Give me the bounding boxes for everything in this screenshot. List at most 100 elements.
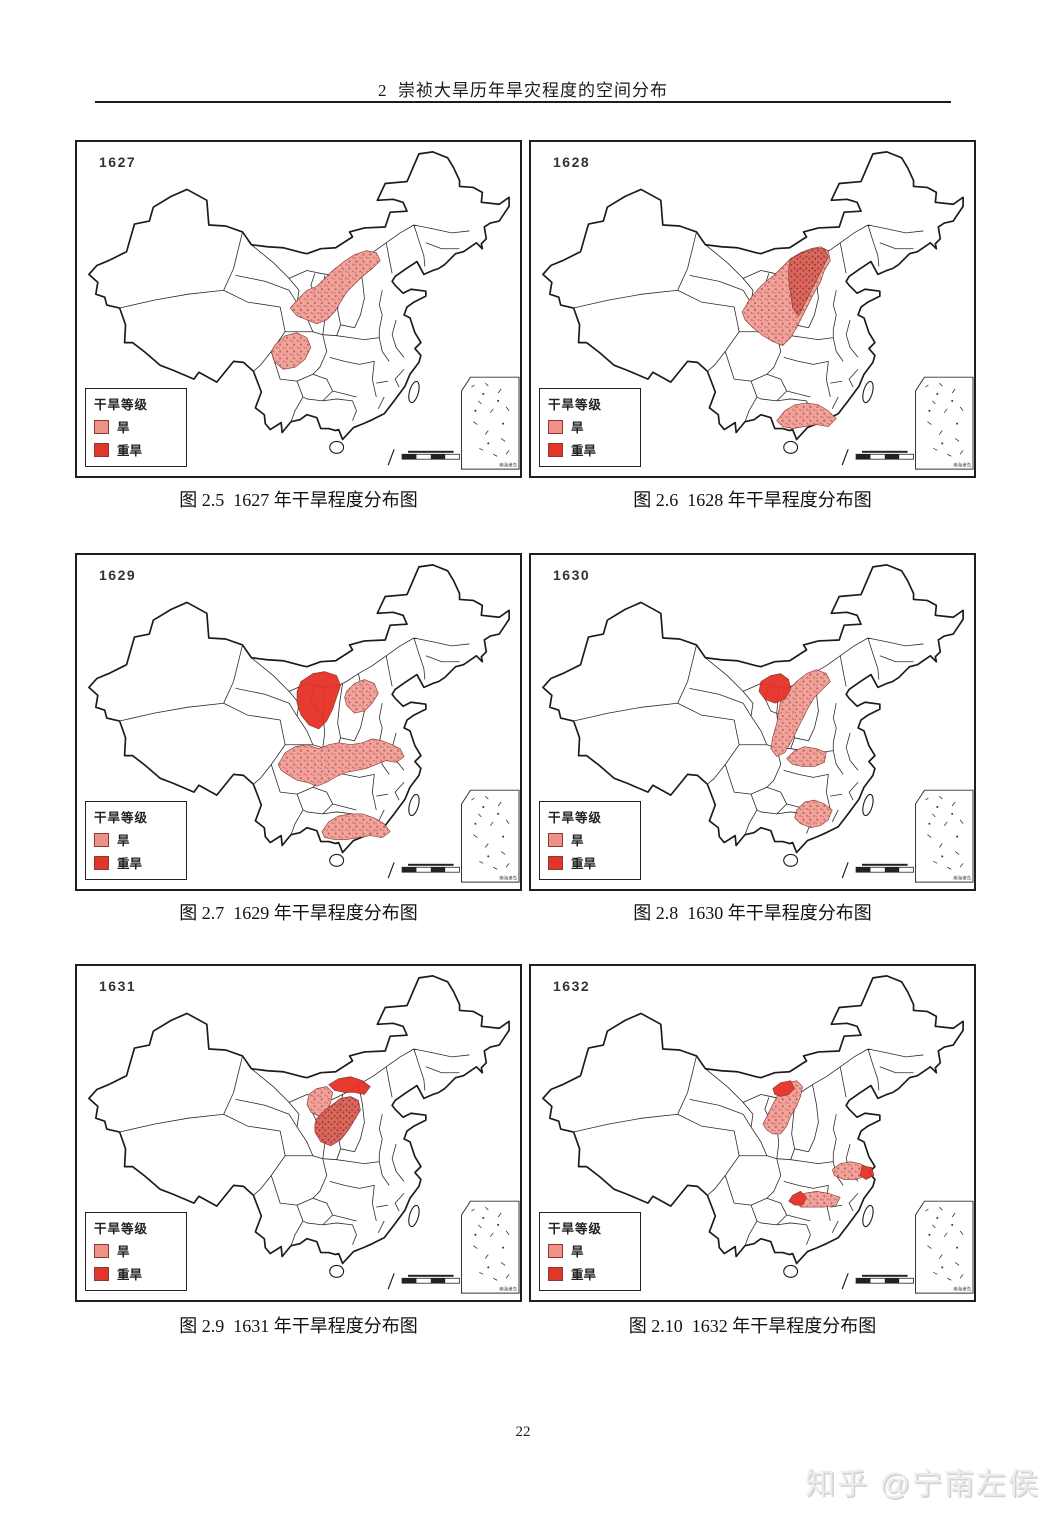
severe-drought-swatch xyxy=(548,1266,563,1281)
year-label: 1630 xyxy=(553,567,591,583)
legend-label: 重旱 xyxy=(117,857,143,871)
drought-region xyxy=(772,1080,795,1097)
figure-caption: 图 2.10 1632 年干旱程度分布图 xyxy=(628,1316,877,1336)
map-legend: 干旱等级 旱 重旱 xyxy=(539,1212,641,1291)
map-legend: 干旱等级 旱 重旱 xyxy=(539,801,641,880)
figure-panel-1629: 南海诸岛 1629 干旱等级 旱 重旱 xyxy=(75,553,522,891)
legend-label: 旱 xyxy=(117,1245,130,1259)
map-legend: 干旱等级 旱 重旱 xyxy=(85,801,187,880)
drought-regions xyxy=(277,671,405,840)
severe-drought-swatch xyxy=(548,442,563,457)
taiwan-island xyxy=(862,793,874,817)
scale-bar xyxy=(387,1273,460,1290)
china-basemap xyxy=(542,564,964,867)
inset-frame xyxy=(461,376,520,470)
figure-panel-1627: 南海诸岛 1627 干旱等级 旱 重旱 xyxy=(75,140,522,478)
legend-title: 干旱等级 xyxy=(94,398,149,412)
china-outline xyxy=(542,564,964,854)
drought-region xyxy=(328,1076,371,1095)
drought-region xyxy=(289,250,381,325)
taiwan-island xyxy=(408,380,420,404)
drought-region xyxy=(770,669,831,757)
china-outline xyxy=(542,975,964,1265)
china-basemap xyxy=(88,975,510,1278)
inset-frame xyxy=(915,376,974,470)
china-map-1630: 南海诸岛 xyxy=(542,564,974,883)
year-label: 1631 xyxy=(99,978,137,994)
taiwan-island xyxy=(408,793,420,817)
legend-title: 干旱等级 xyxy=(94,811,149,825)
inset-label: 南海诸岛 xyxy=(499,462,517,469)
legend-label: 重旱 xyxy=(571,444,597,458)
figure-panel-1628: 南海诸岛 1628 干旱等级 旱 重旱 xyxy=(529,140,976,478)
legend-label: 重旱 xyxy=(117,444,143,458)
china-map-1629: 南海诸岛 xyxy=(88,564,520,883)
figure-caption: 图 2.6 1628 年干旱程度分布图 xyxy=(633,490,872,510)
taiwan-island xyxy=(408,1204,420,1228)
inset-label: 南海诸岛 xyxy=(953,462,971,469)
drought-region xyxy=(859,1165,875,1180)
hainan-island xyxy=(783,440,799,454)
south-china-sea-inset: 南海诸岛 xyxy=(915,789,974,883)
drought-region xyxy=(788,248,829,317)
south-china-sea-inset: 南海诸岛 xyxy=(461,1200,520,1294)
drought-swatch xyxy=(94,832,109,847)
legend-row-drought: 旱 xyxy=(548,830,634,849)
inset-frame xyxy=(915,1200,974,1294)
inset-label: 南海诸岛 xyxy=(499,875,517,882)
drought-region xyxy=(794,1191,841,1208)
drought-regions xyxy=(270,250,381,370)
china-outline xyxy=(88,975,510,1265)
hainan-island xyxy=(329,440,345,454)
map-legend: 干旱等级 旱 重旱 xyxy=(539,388,641,467)
hainan-island xyxy=(783,853,799,867)
inset-frame xyxy=(915,789,974,883)
drought-swatch xyxy=(548,1243,563,1258)
figure-caption: 图 2.9 1631 年干旱程度分布图 xyxy=(179,1316,418,1336)
figure-panel-1630: 南海诸岛 1630 干旱等级 旱 重旱 xyxy=(529,553,976,891)
drought-swatch xyxy=(94,1243,109,1258)
severe-drought-swatch xyxy=(94,442,109,457)
inset-label: 南海诸岛 xyxy=(953,1286,971,1293)
china-map-1631: 南海诸岛 xyxy=(88,975,520,1294)
legend-row-drought: 旱 xyxy=(94,417,180,436)
legend-row-drought: 旱 xyxy=(94,1241,180,1260)
legend-row-drought: 旱 xyxy=(548,417,634,436)
south-china-sea-inset: 南海诸岛 xyxy=(915,376,974,470)
legend-label: 旱 xyxy=(117,421,130,435)
drought-region xyxy=(762,1080,803,1135)
legend-label: 旱 xyxy=(571,1245,584,1259)
year-label: 1629 xyxy=(99,567,137,583)
south-china-sea-inset: 南海诸岛 xyxy=(461,376,520,470)
legend-label: 旱 xyxy=(117,834,130,848)
legend-title: 干旱等级 xyxy=(548,1222,603,1236)
scale-bar xyxy=(841,862,914,879)
legend-label: 旱 xyxy=(571,421,584,435)
hainan-island xyxy=(329,853,345,867)
legend-row-severe-drought: 重旱 xyxy=(548,853,634,872)
map-legend: 干旱等级 旱 重旱 xyxy=(85,388,187,467)
china-outline xyxy=(88,151,510,441)
drought-regions xyxy=(762,1080,875,1208)
header-rule xyxy=(95,101,951,103)
legend-title: 干旱等级 xyxy=(548,811,603,825)
page-number: 22 xyxy=(515,1424,531,1440)
legend-row-severe-drought: 重旱 xyxy=(94,853,180,872)
figure-caption: 图 2.7 1629 年干旱程度分布图 xyxy=(179,903,418,923)
hainan-island xyxy=(783,1264,799,1278)
inset-label: 南海诸岛 xyxy=(953,875,971,882)
severe-drought-swatch xyxy=(94,855,109,870)
china-map-1628: 南海诸岛 xyxy=(542,151,974,470)
figure-panel-1631: 南海诸岛 1631 干旱等级 旱 重旱 xyxy=(75,964,522,1302)
drought-region xyxy=(270,332,312,370)
page-header: 2 崇祯大旱历年旱灾程度的空间分布 xyxy=(378,81,668,100)
watermark: 知乎 @宁南左侯 xyxy=(805,1468,1040,1501)
drought-region xyxy=(776,402,837,429)
scale-bar xyxy=(841,449,914,466)
drought-region xyxy=(758,673,791,704)
taiwan-island xyxy=(862,380,874,404)
taiwan-island xyxy=(862,1204,874,1228)
drought-region xyxy=(344,679,379,714)
legend-label: 重旱 xyxy=(571,857,597,871)
drought-region xyxy=(794,799,833,829)
